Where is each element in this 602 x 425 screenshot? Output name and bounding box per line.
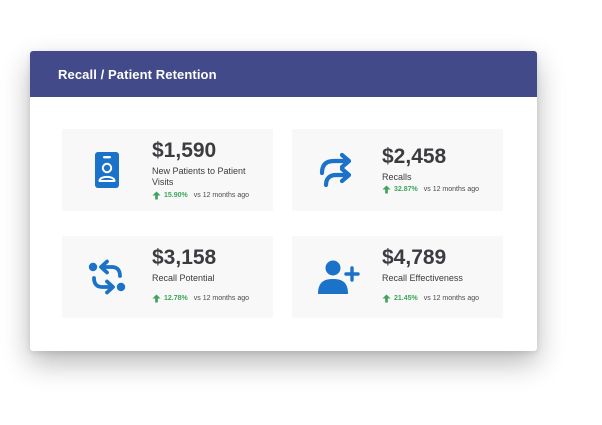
arrow-up-icon	[152, 191, 161, 200]
stat-change: 21.45%	[394, 295, 418, 302]
stat-trend: 32.87% vs 12 months ago	[382, 185, 479, 194]
redo-arrows-icon	[314, 147, 360, 193]
stat-change: 12.78%	[164, 295, 188, 302]
recall-retention-card: Recall / Patient Retention $1,590 New Pa…	[30, 51, 537, 351]
stat-comparison: vs 12 months ago	[423, 295, 480, 302]
card-header: Recall / Patient Retention	[30, 51, 537, 97]
id-badge-icon	[84, 147, 130, 193]
arrow-up-icon	[382, 185, 391, 194]
stat-trend: 21.45% vs 12 months ago	[382, 294, 479, 303]
stat-comparison: vs 12 months ago	[193, 192, 250, 199]
stat-label: Recall Effectiveness	[382, 273, 463, 283]
stat-value: $2,458	[382, 145, 447, 168]
stat-value: $1,590	[152, 139, 217, 162]
stat-change: 32.87%	[394, 186, 418, 193]
stat-value: $4,789	[382, 246, 447, 269]
stat-tile-recall-potential: $3,158 Recall Potential 12.78% vs 12 mon…	[62, 236, 273, 318]
stat-tile-recall-effectiveness: $4,789 Recall Effectiveness 21.45% vs 12…	[292, 236, 503, 318]
swap-arrows-icon	[84, 254, 130, 300]
stat-trend: 15.90% vs 12 months ago	[152, 191, 249, 200]
arrow-up-icon	[382, 294, 391, 303]
arrow-up-icon	[152, 294, 161, 303]
stat-change: 15.90%	[164, 192, 188, 199]
stat-comparison: vs 12 months ago	[193, 295, 250, 302]
card-title: Recall / Patient Retention	[58, 66, 217, 82]
stat-value: $3,158	[152, 246, 217, 269]
stat-label: Recall Potential	[152, 273, 215, 283]
stat-comparison: vs 12 months ago	[423, 186, 480, 193]
stat-label: Recalls	[382, 172, 412, 182]
stat-tile-new-patients: $1,590 New Patients to Patient Visits 15…	[62, 129, 273, 211]
stat-trend: 12.78% vs 12 months ago	[152, 294, 249, 303]
add-user-icon	[314, 254, 360, 300]
stat-label: New Patients to Patient Visits	[152, 166, 246, 187]
stat-tile-recalls: $2,458 Recalls 32.87% vs 12 months ago	[292, 129, 503, 211]
